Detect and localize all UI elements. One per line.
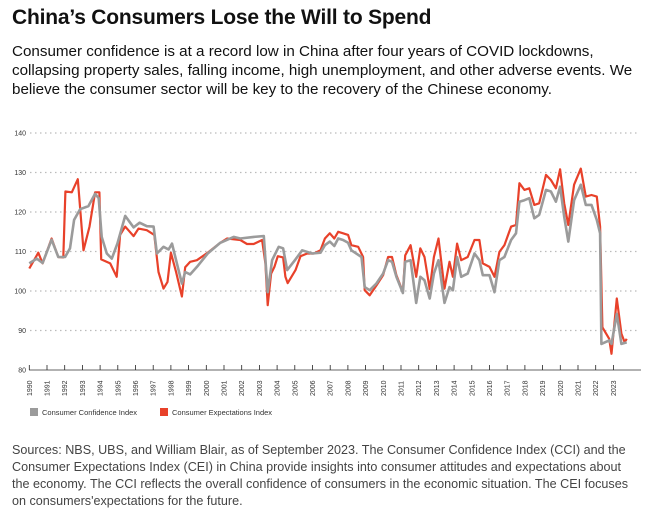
- x-tick-label: 2006: [310, 380, 317, 396]
- x-tick-label: 2018: [522, 380, 529, 396]
- y-tick-label: 130: [14, 170, 26, 177]
- x-tick-label: 2012: [416, 380, 423, 396]
- x-tick-label: 2009: [363, 380, 370, 396]
- y-tick-label: 110: [15, 249, 26, 256]
- gridlines: [30, 132, 640, 332]
- line-chart: 80 90 100 110 120 130 140 1990 1991 1992 1993 1994…: [14, 131, 641, 417]
- page-subtitle: Consumer confidence is at a record low i…: [12, 43, 633, 98]
- x-tick-label: 2000: [204, 380, 211, 396]
- x-tick-label: 2013: [434, 380, 441, 396]
- x-tick-label: 1993: [80, 380, 87, 396]
- x-tick-label: 2023: [611, 380, 618, 396]
- series-lines: [28, 167, 628, 355]
- y-tick-label: 80: [18, 368, 26, 375]
- x-tick-label: 1992: [62, 380, 69, 396]
- legend-label-cei: Consumer Expectations Index: [172, 408, 272, 417]
- x-tick-label: 2003: [257, 380, 264, 396]
- legend-swatch-cei: [160, 408, 168, 416]
- x-tick-label: 2014: [452, 380, 459, 396]
- legend: Consumer Confidence Index Consumer Expec…: [30, 408, 272, 417]
- x-tick-label: 2004: [275, 380, 282, 396]
- x-tick-label: 2005: [292, 380, 299, 396]
- x-tick-label: 2016: [487, 380, 494, 396]
- series-line-cei: [28, 167, 628, 355]
- legend-swatch-cci: [30, 408, 38, 416]
- legend-label-cci: Consumer Confidence Index: [42, 408, 137, 417]
- x-tick-label: 1999: [186, 380, 193, 396]
- y-tick-label: 100: [14, 289, 26, 296]
- y-tick-label: 140: [14, 131, 26, 138]
- x-tick-label: 2015: [469, 380, 476, 396]
- x-tick-label: 2011: [399, 381, 406, 396]
- x-tick-label: 2002: [239, 380, 246, 396]
- x-tick-label: 1990: [27, 380, 34, 396]
- x-tick-label: 2007: [328, 380, 335, 396]
- series-line-cci: [28, 183, 628, 346]
- x-tick-label: 1998: [168, 380, 175, 396]
- y-axis: 80 90 100 110 120 130 140: [14, 131, 26, 375]
- x-tick-label: 1994: [98, 380, 105, 396]
- x-tick-label: 1997: [151, 380, 158, 396]
- x-tick-label: 2001: [222, 380, 229, 396]
- x-tick-label: 2019: [540, 380, 547, 396]
- x-tick-label: 2021: [576, 380, 583, 396]
- x-tick-label: 2008: [345, 380, 352, 396]
- y-tick-label: 90: [18, 328, 26, 335]
- source-note: Sources: NBS, UBS, and William Blair, as…: [12, 443, 629, 508]
- x-tick-label: 2020: [558, 380, 565, 396]
- x-tick-label: 1991: [45, 380, 52, 396]
- y-tick-label: 120: [14, 210, 26, 217]
- x-tick-label: 2022: [593, 380, 600, 396]
- x-tick-label: 2010: [381, 380, 388, 396]
- x-axis: 1990 1991 1992 1993 1994 1995 1996 1997 1998 1999…: [27, 365, 641, 396]
- x-tick-label: 1995: [115, 380, 122, 396]
- x-tick-label: 2017: [505, 380, 512, 396]
- page-title: China’s Consumers Lose the Will to Spend: [12, 6, 432, 29]
- x-tick-label: 1996: [133, 380, 140, 396]
